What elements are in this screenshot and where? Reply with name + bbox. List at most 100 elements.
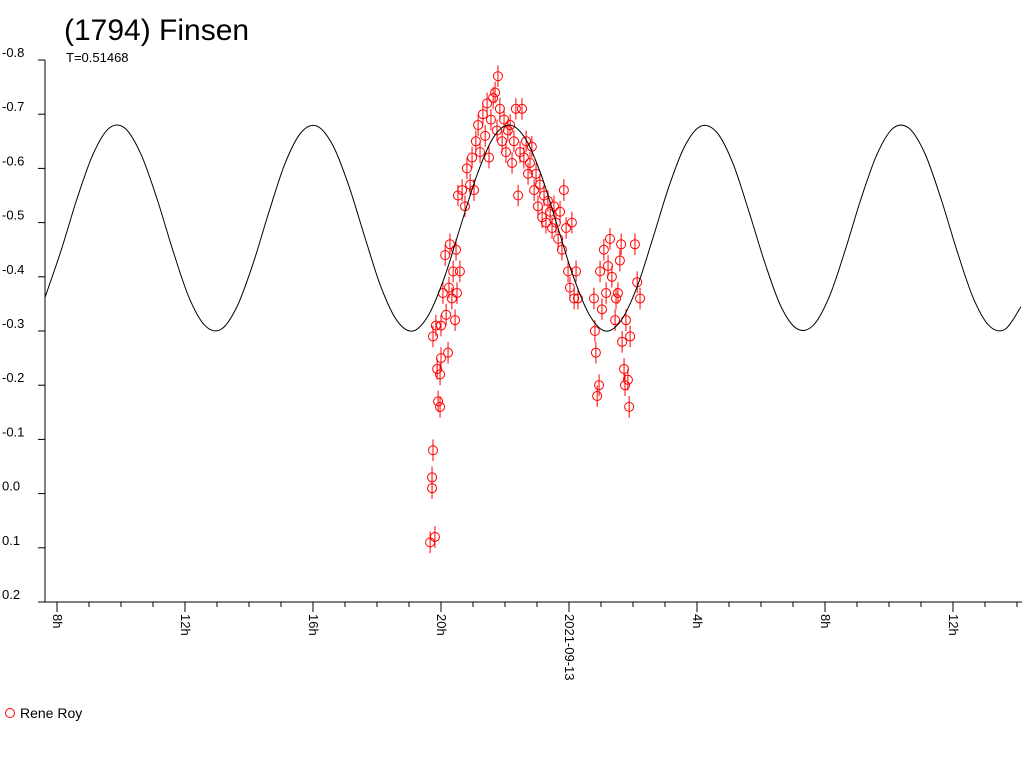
- data-point: [435, 401, 446, 412]
- y-tick-label: -0.7: [2, 99, 24, 114]
- data-point: [505, 120, 516, 131]
- data-point: [457, 185, 468, 196]
- legend-label: Rene Roy: [20, 705, 82, 721]
- data-point: [488, 92, 499, 103]
- data-point: [594, 380, 605, 391]
- data-point: [572, 293, 583, 304]
- data-point: [450, 315, 461, 326]
- x-tick-label: 12h: [178, 614, 193, 636]
- x-tick-label: 20h: [434, 614, 449, 636]
- data-point: [635, 293, 646, 304]
- data-point: [430, 320, 441, 331]
- data-point: [461, 163, 472, 174]
- data-point: [507, 157, 518, 168]
- data-point: [502, 125, 513, 136]
- data-point: [524, 157, 535, 168]
- x-tick-label: 2021-09-13: [562, 614, 577, 681]
- data-point: [566, 217, 577, 228]
- series-points: [425, 65, 646, 554]
- data-point: [432, 363, 443, 374]
- x-tick-label: 4h: [690, 614, 705, 628]
- data-point: [590, 347, 601, 358]
- data-point: [451, 244, 462, 255]
- data-point: [444, 282, 455, 293]
- data-point: [529, 185, 540, 196]
- x-tick-label: 16h: [306, 614, 321, 636]
- y-tick-label: 0.0: [2, 479, 20, 494]
- data-point: [429, 531, 440, 542]
- chart-subtitle: T=0.51468: [66, 50, 129, 65]
- data-point: [485, 114, 496, 125]
- y-tick-label: -0.2: [2, 370, 24, 385]
- data-point: [595, 266, 606, 277]
- y-tick-label: -0.4: [2, 262, 24, 277]
- data-point: [537, 212, 548, 223]
- data-point: [617, 336, 628, 347]
- data-point: [521, 136, 532, 147]
- legend-marker: [5, 708, 15, 718]
- data-point: [427, 472, 438, 483]
- data-point: [604, 233, 615, 244]
- x-tick-label: 12h: [946, 614, 961, 636]
- data-point: [611, 293, 622, 304]
- data-point: [601, 288, 612, 299]
- data-point: [452, 288, 463, 299]
- data-point: [433, 396, 444, 407]
- data-point: [612, 288, 623, 299]
- data-point: [513, 190, 524, 201]
- data-point: [589, 326, 600, 336]
- data-point: [624, 401, 635, 412]
- data-point: [518, 152, 529, 163]
- data-point: [435, 369, 446, 380]
- data-point: [563, 266, 574, 277]
- data-point: [441, 309, 452, 320]
- data-point: [610, 315, 621, 326]
- data-point: [492, 125, 503, 136]
- data-point: [555, 206, 566, 217]
- y-tick-label: -0.1: [2, 424, 24, 439]
- data-point: [436, 353, 447, 364]
- data-point: [448, 266, 459, 277]
- y-tick-label: 0.1: [2, 533, 20, 548]
- data-point: [614, 255, 625, 266]
- data-point: [603, 260, 614, 271]
- data-point: [548, 201, 559, 212]
- data-point: [475, 147, 486, 158]
- data-point: [500, 147, 511, 158]
- data-point: [428, 445, 439, 456]
- data-point: [523, 168, 534, 179]
- data-point: [569, 293, 580, 304]
- data-point: [556, 244, 567, 255]
- data-point: [499, 114, 510, 125]
- data-point: [619, 363, 630, 374]
- data-point: [465, 179, 476, 190]
- x-tick-label: 8h: [818, 614, 833, 628]
- data-point: [588, 293, 599, 304]
- data-point: [558, 185, 569, 196]
- data-point: [428, 331, 439, 342]
- data-point: [625, 331, 636, 342]
- data-point: [446, 293, 457, 304]
- y-tick-label: -0.5: [2, 208, 24, 223]
- data-point: [444, 239, 455, 250]
- y-tick-label: -0.3: [2, 316, 24, 331]
- data-point: [606, 271, 617, 282]
- data-point: [436, 320, 447, 331]
- data-point: [497, 136, 508, 147]
- data-point: [539, 190, 550, 201]
- data-point: [629, 239, 640, 250]
- y-tick-label: -0.8: [2, 45, 24, 60]
- y-tick-label: -0.6: [2, 153, 24, 168]
- y-tick-label: 0.2: [2, 587, 20, 602]
- data-point: [622, 374, 633, 385]
- data-point: [545, 206, 556, 217]
- data-point: [592, 391, 603, 402]
- data-point: [480, 130, 491, 141]
- data-point: [468, 185, 479, 196]
- x-tick-label: 8h: [50, 614, 65, 628]
- data-point: [553, 233, 564, 244]
- data-point: [510, 103, 521, 114]
- data-point: [547, 223, 558, 234]
